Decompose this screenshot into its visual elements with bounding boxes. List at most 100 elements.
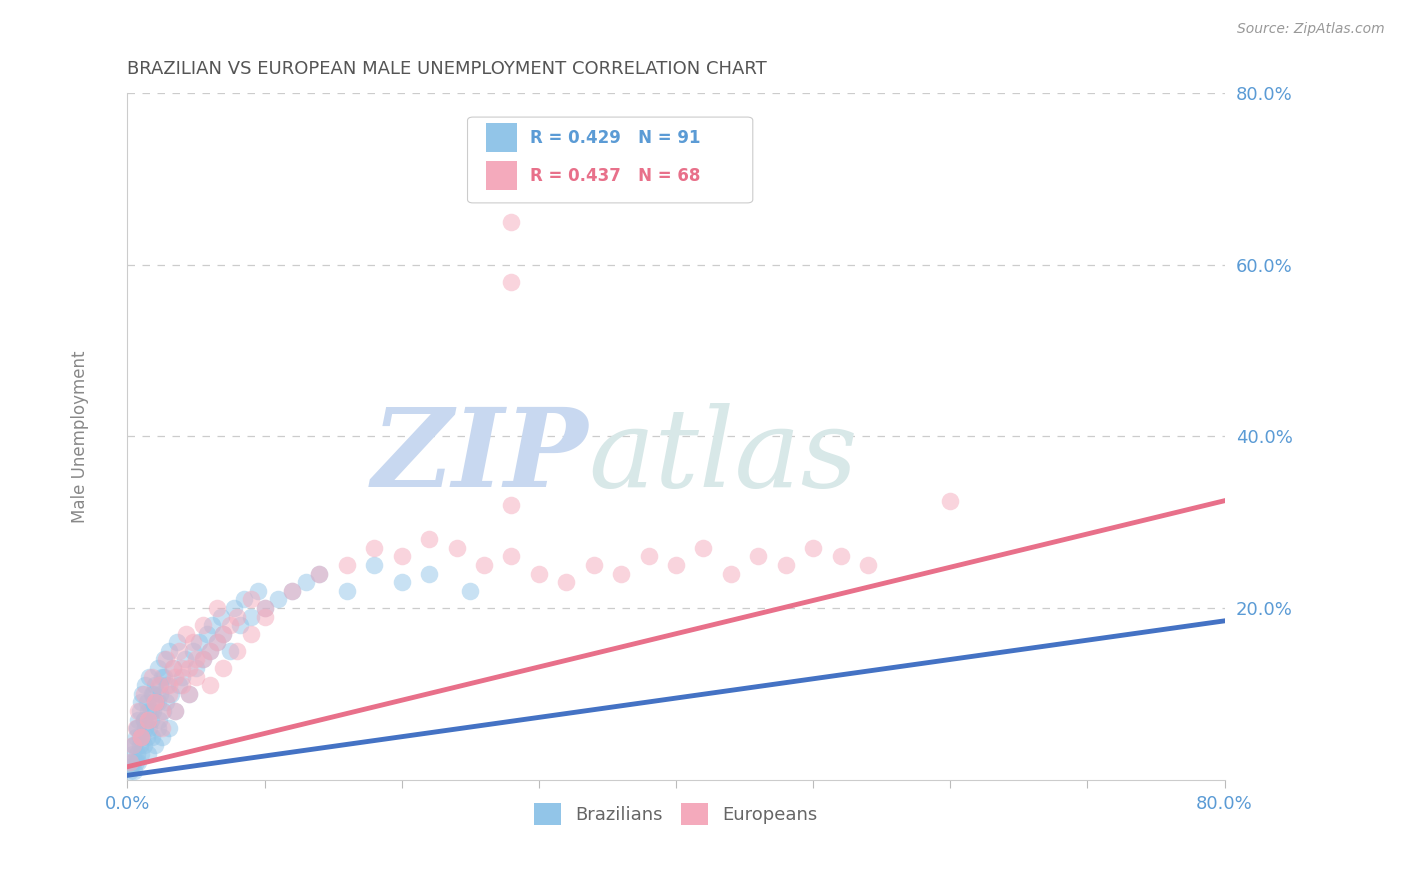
Point bbox=[136, 713, 159, 727]
Point bbox=[166, 635, 188, 649]
Text: R = 0.429   N = 91: R = 0.429 N = 91 bbox=[530, 128, 700, 146]
Point bbox=[239, 609, 262, 624]
Point bbox=[131, 730, 153, 744]
Point bbox=[198, 644, 221, 658]
Point bbox=[610, 566, 633, 581]
Point bbox=[138, 721, 160, 735]
Point bbox=[128, 704, 150, 718]
Point bbox=[157, 687, 180, 701]
Point bbox=[136, 713, 159, 727]
Point bbox=[281, 583, 304, 598]
Point bbox=[162, 661, 184, 675]
Point bbox=[336, 558, 359, 572]
Point bbox=[121, 747, 143, 761]
Point bbox=[136, 704, 159, 718]
Point bbox=[129, 730, 152, 744]
Point bbox=[191, 652, 214, 666]
Point bbox=[139, 713, 162, 727]
Text: Source: ZipAtlas.com: Source: ZipAtlas.com bbox=[1237, 22, 1385, 37]
Point bbox=[775, 558, 797, 572]
Point bbox=[720, 566, 742, 581]
Point bbox=[153, 670, 176, 684]
Point bbox=[205, 635, 228, 649]
Point bbox=[148, 678, 170, 692]
Point bbox=[127, 713, 149, 727]
Point bbox=[120, 764, 142, 778]
Point bbox=[501, 498, 523, 512]
Point bbox=[198, 644, 221, 658]
Point bbox=[191, 652, 214, 666]
Point bbox=[155, 652, 177, 666]
Text: R = 0.437   N = 68: R = 0.437 N = 68 bbox=[530, 167, 700, 185]
Point bbox=[363, 558, 385, 572]
Point bbox=[169, 678, 191, 692]
Point bbox=[148, 713, 170, 727]
Point bbox=[308, 566, 330, 581]
Legend: Brazilians, Europeans: Brazilians, Europeans bbox=[527, 796, 825, 832]
Point bbox=[143, 695, 166, 709]
Point bbox=[281, 583, 304, 598]
Point bbox=[127, 704, 149, 718]
Point bbox=[141, 687, 163, 701]
Point bbox=[181, 635, 204, 649]
Point bbox=[637, 549, 659, 564]
Point bbox=[418, 566, 440, 581]
Text: BRAZILIAN VS EUROPEAN MALE UNEMPLOYMENT CORRELATION CHART: BRAZILIAN VS EUROPEAN MALE UNEMPLOYMENT … bbox=[128, 60, 768, 78]
Point bbox=[157, 644, 180, 658]
Y-axis label: Male Unemployment: Male Unemployment bbox=[70, 350, 89, 523]
Point bbox=[155, 695, 177, 709]
Point bbox=[692, 541, 714, 555]
Point bbox=[939, 493, 962, 508]
Point bbox=[153, 652, 176, 666]
Point bbox=[129, 695, 152, 709]
Point bbox=[205, 635, 228, 649]
Point bbox=[129, 730, 152, 744]
Point bbox=[149, 678, 172, 692]
Point bbox=[177, 687, 200, 701]
Point bbox=[125, 721, 148, 735]
Point bbox=[184, 661, 207, 675]
Point bbox=[253, 609, 276, 624]
Point bbox=[165, 704, 187, 718]
Point bbox=[132, 713, 155, 727]
Point bbox=[336, 583, 359, 598]
Point bbox=[145, 695, 167, 709]
Point bbox=[195, 626, 218, 640]
Point bbox=[162, 661, 184, 675]
Point bbox=[125, 747, 148, 761]
Point bbox=[226, 644, 249, 658]
Point bbox=[143, 739, 166, 753]
Point bbox=[128, 739, 150, 753]
Point bbox=[198, 678, 221, 692]
Point bbox=[146, 721, 169, 735]
Point bbox=[125, 721, 148, 735]
Point bbox=[219, 618, 242, 632]
Point bbox=[501, 549, 523, 564]
Point bbox=[121, 756, 143, 770]
Point bbox=[135, 730, 157, 744]
Point bbox=[146, 695, 169, 709]
Point bbox=[747, 549, 769, 564]
Point bbox=[131, 687, 153, 701]
Point bbox=[187, 635, 209, 649]
Point bbox=[212, 626, 235, 640]
Point bbox=[172, 670, 194, 684]
Point bbox=[157, 678, 180, 692]
Point bbox=[128, 730, 150, 744]
Point bbox=[294, 575, 316, 590]
Point bbox=[801, 541, 824, 555]
FancyBboxPatch shape bbox=[486, 161, 517, 190]
Point bbox=[205, 601, 228, 615]
Point bbox=[181, 644, 204, 658]
Point bbox=[132, 687, 155, 701]
Point bbox=[253, 601, 276, 615]
Point bbox=[184, 670, 207, 684]
Point bbox=[177, 661, 200, 675]
Point bbox=[121, 760, 143, 774]
Point bbox=[134, 721, 156, 735]
Point bbox=[150, 721, 173, 735]
Point bbox=[418, 533, 440, 547]
Point bbox=[226, 609, 249, 624]
Point bbox=[830, 549, 852, 564]
Point bbox=[527, 566, 550, 581]
